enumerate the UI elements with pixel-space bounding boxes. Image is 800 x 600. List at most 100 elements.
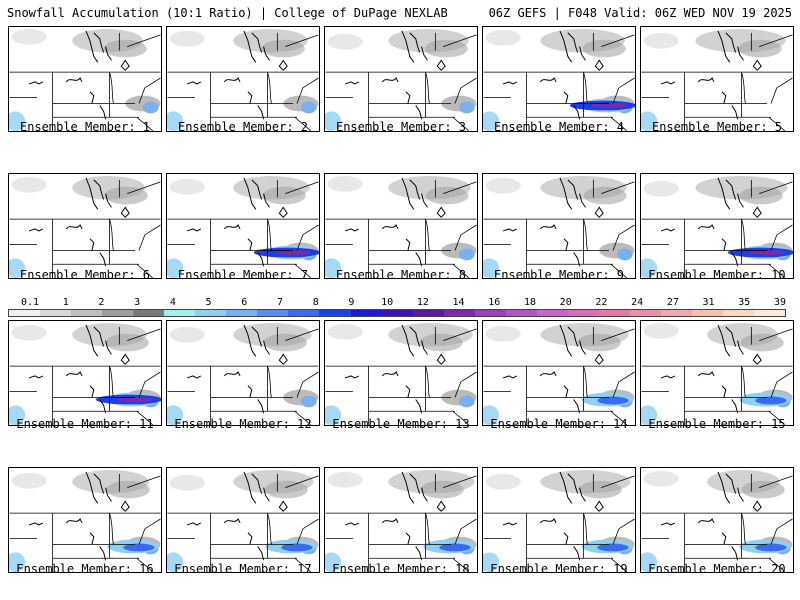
ensemble-member-panel — [640, 26, 794, 132]
snowfall-shading — [325, 469, 477, 572]
state-borders — [641, 179, 793, 278]
state-borders — [9, 179, 161, 278]
colorscale-tick-label: 27 — [666, 297, 679, 308]
snowfall-map — [482, 26, 636, 132]
snowfall-map — [8, 26, 162, 132]
colorscale-tick-label: 1 — [62, 297, 69, 308]
ensemble-member-panel — [166, 26, 320, 132]
snowfall-map — [640, 467, 794, 573]
snowfall-shading — [641, 175, 793, 278]
member-caption: Ensemble Member: 10 — [648, 268, 786, 282]
member-caption: Ensemble Member: 17 — [174, 562, 312, 576]
state-borders — [167, 473, 319, 572]
member-caption: Ensemble Member: 15 — [648, 417, 786, 431]
ensemble-member-panel — [640, 320, 794, 426]
ensemble-member-panel — [8, 467, 162, 573]
lakes-rivers — [660, 324, 762, 414]
snowfall-map — [166, 320, 320, 426]
colorscale-swatch — [754, 310, 786, 316]
ensemble-member-panel — [324, 320, 478, 426]
state-borders — [167, 32, 319, 131]
colorscale-swatch — [195, 310, 227, 316]
lakes-rivers — [344, 30, 446, 120]
snowfall-map — [324, 467, 478, 573]
colorscale-tick-label: 16 — [488, 297, 501, 308]
lakes-rivers — [502, 471, 604, 561]
lakes-rivers — [344, 177, 446, 267]
lakes-rivers — [186, 471, 288, 561]
colorscale-bar — [8, 309, 786, 317]
lakes-rivers — [344, 324, 446, 414]
state-borders — [483, 32, 635, 131]
member-caption: Ensemble Member: 14 — [490, 417, 628, 431]
member-caption: Ensemble Member: 3 — [335, 120, 467, 134]
member-caption: Ensemble Member: 1 — [19, 120, 151, 134]
ensemble-member-panel — [482, 320, 636, 426]
snowfall-shading — [483, 28, 635, 131]
snowfall-map — [640, 26, 794, 132]
colorscale-swatch — [71, 310, 103, 316]
snowfall-map — [8, 173, 162, 279]
lakes-rivers — [660, 30, 762, 120]
snowfall-map — [8, 320, 162, 426]
colorscale-swatch — [133, 310, 165, 316]
colorscale-tick-label: 5 — [205, 297, 212, 308]
colorscale-tick-label: 24 — [631, 297, 644, 308]
member-caption: Ensemble Member: 5 — [651, 120, 783, 134]
lakes-rivers — [28, 324, 130, 414]
snowfall-shading — [9, 28, 161, 131]
member-caption: Ensemble Member: 12 — [174, 417, 312, 431]
state-borders — [9, 326, 161, 425]
snowfall-map — [324, 26, 478, 132]
state-borders — [641, 326, 793, 425]
colorscale-swatch — [692, 310, 724, 316]
colorscale-swatch — [257, 310, 289, 316]
state-borders — [167, 179, 319, 278]
state-borders — [641, 473, 793, 572]
colorscale-swatch — [9, 310, 41, 316]
snowfall-shading — [483, 175, 635, 278]
snowfall-map — [324, 173, 478, 279]
state-borders — [483, 179, 635, 278]
lakes-rivers — [502, 30, 604, 120]
map-title: Snowfall Accumulation (10:1 Ratio) | Col… — [7, 6, 448, 20]
ensemble-member-panel — [640, 173, 794, 279]
colorscale-tick-label: 12 — [416, 297, 429, 308]
ensemble-member-panel — [324, 467, 478, 573]
lakes-rivers — [344, 471, 446, 561]
ensemble-member-panel — [166, 320, 320, 426]
colorscale-tick-label: 0.1 — [20, 297, 40, 308]
snowfall-map — [640, 173, 794, 279]
ensemble-member-panel — [8, 320, 162, 426]
snowfall-map — [640, 320, 794, 426]
lakes-rivers — [28, 177, 130, 267]
ensemble-member-panel — [324, 26, 478, 132]
colorscale-swatch — [505, 310, 537, 316]
snowfall-shading — [325, 28, 477, 131]
state-borders — [483, 326, 635, 425]
colorscale-tick-label: 7 — [276, 297, 284, 308]
snowfall-shading — [325, 322, 477, 425]
snowfall-colorscale: 0.1 1 2 3 4 5 6 7 8 9 10 12 14 16 18 20 22 24 27 31 35 39 — [8, 297, 786, 319]
colorscale-swatch — [629, 310, 661, 316]
colorscale-tick-label: 39 — [773, 297, 787, 308]
ensemble-member-panel — [166, 173, 320, 279]
snowfall-map — [482, 320, 636, 426]
snowfall-shading — [167, 175, 319, 278]
ensemble-member-panel — [166, 467, 320, 573]
ensemble-member-panel — [482, 467, 636, 573]
lakes-rivers — [660, 177, 762, 267]
colorscale-tick-label: 20 — [559, 297, 572, 308]
lakes-rivers — [28, 471, 130, 561]
snowfall-shading — [9, 175, 148, 278]
ensemble-member-panel — [324, 173, 478, 279]
colorscale-swatch — [381, 310, 413, 316]
state-borders — [325, 473, 477, 572]
snowfall-shading — [167, 469, 319, 572]
colorscale-tick-label: 4 — [169, 297, 176, 308]
lakes-rivers — [502, 324, 604, 414]
ensemble-member-panel — [8, 26, 162, 132]
state-borders — [325, 179, 477, 278]
colorscale-tick-label: 2 — [98, 297, 105, 308]
member-caption: Ensemble Member: 19 — [490, 562, 628, 576]
